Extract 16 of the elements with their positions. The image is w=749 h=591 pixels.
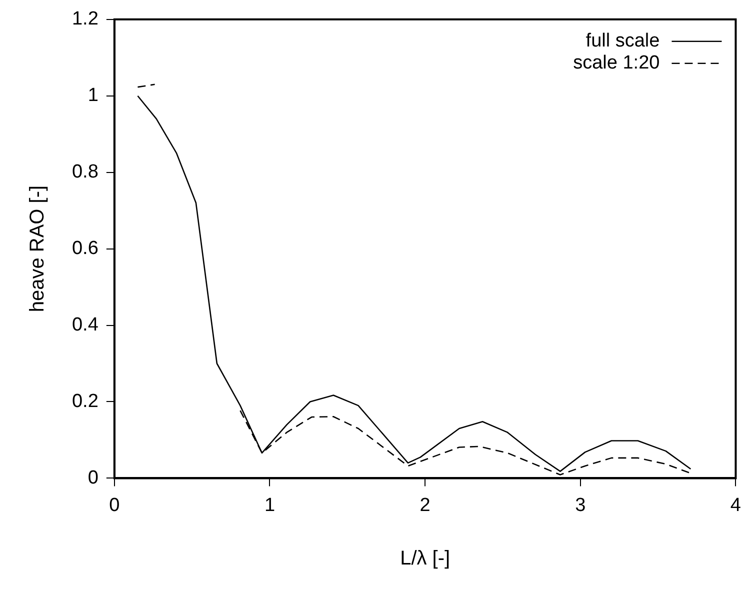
y-tick-label: 0.2 (72, 390, 98, 412)
x-tick-label: 3 (575, 494, 586, 516)
x-tick-label: 4 (730, 494, 742, 516)
x-tick-label: 0 (109, 494, 120, 516)
legend-label: full scale (586, 30, 660, 52)
y-tick-label: 1.2 (72, 8, 98, 30)
y-tick-label: 1 (88, 85, 98, 106)
y-tick-label: 0.8 (72, 162, 98, 183)
x-tick-label: 2 (420, 494, 430, 516)
y-tick-label: 0.4 (72, 314, 99, 336)
y-tick-label: 0 (88, 467, 98, 488)
y-axis-title: heave RAO [-] (26, 185, 49, 312)
x-tick-label: 1 (264, 494, 276, 516)
x-axis-title: L/λ [-] (400, 548, 450, 570)
legend-label: scale 1:20 (573, 52, 660, 74)
y-tick-label: 0.6 (72, 238, 98, 260)
